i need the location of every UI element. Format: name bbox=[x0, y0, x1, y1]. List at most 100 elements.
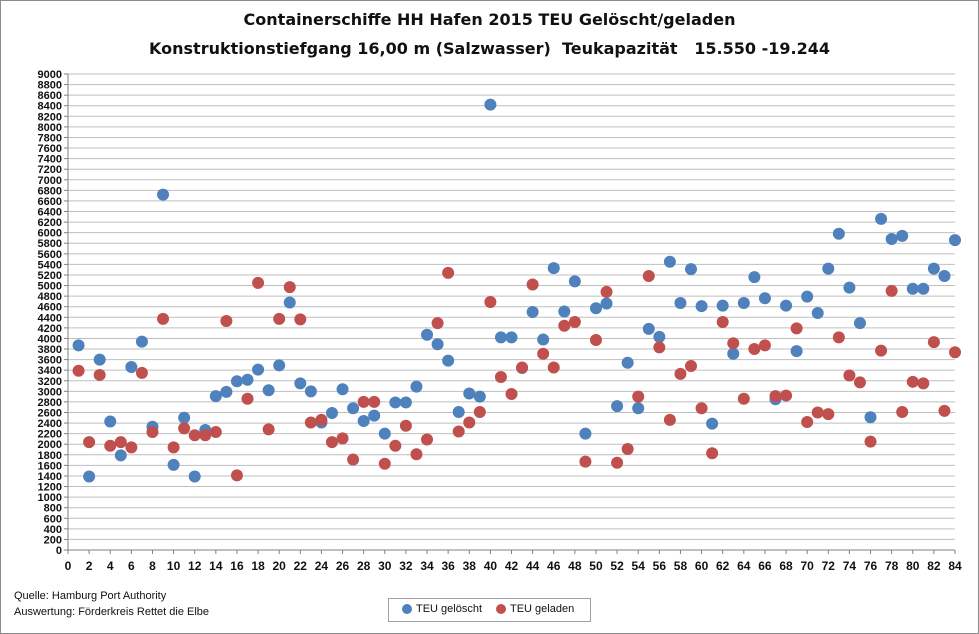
data-point bbox=[399, 419, 412, 432]
gridlines bbox=[68, 73, 955, 540]
data-point bbox=[473, 390, 486, 403]
axes bbox=[64, 73, 956, 554]
y-tick-label: 1600 bbox=[38, 460, 62, 472]
data-point bbox=[209, 426, 222, 439]
y-tick-label: 4800 bbox=[38, 291, 62, 303]
data-point bbox=[452, 425, 465, 438]
data-point bbox=[611, 400, 624, 413]
data-point bbox=[230, 469, 243, 482]
data-point bbox=[674, 297, 687, 310]
x-tick-label: 66 bbox=[758, 559, 772, 573]
x-tick-label: 2 bbox=[86, 559, 93, 573]
data-point bbox=[273, 359, 286, 372]
x-tick-label: 60 bbox=[695, 559, 709, 573]
data-point bbox=[737, 392, 750, 405]
x-tick-label: 30 bbox=[378, 559, 392, 573]
data-point bbox=[843, 369, 856, 382]
x-tick-label: 24 bbox=[315, 559, 329, 573]
x-tick-label: 18 bbox=[251, 559, 265, 573]
data-point bbox=[589, 302, 602, 315]
data-point bbox=[758, 292, 771, 305]
y-tick-label: 4400 bbox=[38, 312, 62, 324]
data-point bbox=[653, 330, 666, 343]
legend-item-teu-geladen: TEU geladen bbox=[496, 603, 574, 615]
data-point bbox=[368, 409, 381, 422]
data-point bbox=[579, 455, 592, 468]
data-point bbox=[357, 414, 370, 427]
y-tick-label: 8400 bbox=[38, 101, 62, 113]
y-tick-label: 2200 bbox=[38, 429, 62, 441]
data-point bbox=[463, 416, 476, 429]
legend-item-teu-geloescht: TEU gelöscht bbox=[402, 603, 482, 615]
data-point bbox=[410, 448, 423, 461]
data-point bbox=[801, 416, 814, 429]
data-point bbox=[104, 415, 117, 428]
y-tick-label: 8800 bbox=[38, 80, 62, 92]
x-tick-label: 0 bbox=[65, 559, 72, 573]
data-point bbox=[875, 212, 888, 225]
x-tick-label: 38 bbox=[463, 559, 477, 573]
data-point bbox=[579, 427, 592, 440]
data-point bbox=[178, 422, 191, 435]
data-point bbox=[421, 328, 434, 341]
series-teu-geladen bbox=[72, 266, 961, 482]
data-point bbox=[146, 426, 159, 439]
data-point bbox=[304, 416, 317, 429]
data-point bbox=[273, 312, 286, 325]
y-tick-label: 8000 bbox=[38, 122, 62, 134]
data-point bbox=[674, 367, 687, 380]
y-tick-label: 6800 bbox=[38, 185, 62, 197]
data-point bbox=[399, 396, 412, 409]
y-tick-label: 5000 bbox=[38, 281, 62, 293]
data-point bbox=[220, 385, 233, 398]
y-tick-label: 1400 bbox=[38, 471, 62, 483]
data-point bbox=[220, 314, 233, 327]
data-point bbox=[790, 345, 803, 358]
data-point bbox=[505, 331, 518, 344]
y-tick-label: 6600 bbox=[38, 196, 62, 208]
y-tick-label: 5200 bbox=[38, 270, 62, 282]
data-point bbox=[442, 266, 455, 279]
y-tick-label: 4600 bbox=[38, 302, 62, 314]
y-tick-label: 2400 bbox=[38, 418, 62, 430]
y-tick-label: 6400 bbox=[38, 207, 62, 219]
data-point bbox=[494, 371, 507, 384]
data-point bbox=[632, 402, 645, 415]
data-point bbox=[378, 457, 391, 470]
data-point bbox=[906, 375, 919, 388]
data-point bbox=[431, 317, 444, 330]
data-point bbox=[938, 404, 951, 417]
data-point bbox=[336, 383, 349, 396]
x-tick-label: 14 bbox=[209, 559, 223, 573]
data-point bbox=[589, 334, 602, 347]
y-tick-label: 3600 bbox=[38, 355, 62, 367]
x-tick-label: 44 bbox=[526, 559, 540, 573]
data-point bbox=[748, 343, 761, 356]
data-point bbox=[442, 354, 455, 367]
y-tick-label: 2600 bbox=[38, 407, 62, 419]
data-point bbox=[104, 439, 117, 452]
legend-marker-red bbox=[496, 604, 506, 614]
y-tick-label: 7000 bbox=[38, 175, 62, 187]
data-point bbox=[875, 344, 888, 357]
x-tick-label: 36 bbox=[441, 559, 455, 573]
data-point bbox=[167, 441, 180, 454]
y-tick-label: 3400 bbox=[38, 365, 62, 377]
data-point bbox=[600, 285, 613, 298]
data-point bbox=[864, 435, 877, 448]
data-point bbox=[484, 295, 497, 308]
x-tick-label: 28 bbox=[357, 559, 371, 573]
data-point bbox=[801, 290, 814, 303]
y-tick-label: 8200 bbox=[38, 111, 62, 123]
data-point bbox=[72, 339, 85, 352]
data-point bbox=[685, 359, 698, 372]
x-tick-label: 58 bbox=[674, 559, 688, 573]
data-point bbox=[600, 297, 613, 310]
data-point bbox=[188, 470, 201, 483]
data-point bbox=[853, 376, 866, 389]
data-point bbox=[389, 396, 402, 409]
data-point bbox=[93, 368, 106, 381]
data-point bbox=[389, 439, 402, 452]
data-point bbox=[864, 411, 877, 424]
y-tick-label: 7400 bbox=[38, 154, 62, 166]
